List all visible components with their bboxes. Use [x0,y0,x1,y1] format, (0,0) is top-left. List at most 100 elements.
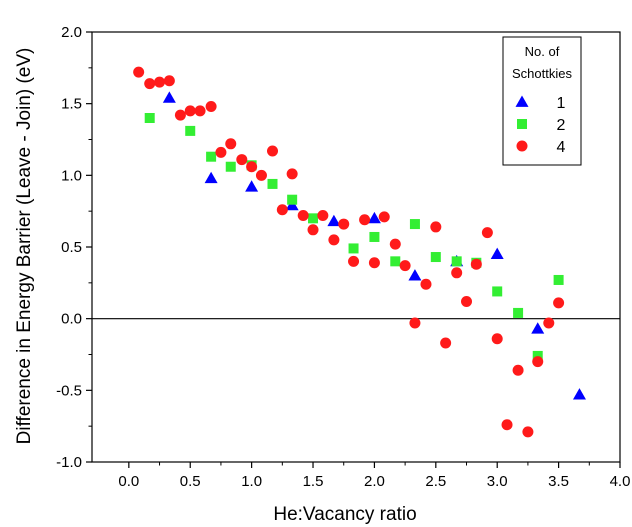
data-point [348,243,359,254]
data-point [246,161,258,173]
data-point [420,278,432,290]
data-point [204,171,218,184]
data-point [491,333,503,345]
data-point [368,257,380,269]
x-tick-label: 3.5 [548,473,569,490]
x-axis-title: He:Vacancy ratio [273,504,416,525]
data-point [144,78,156,90]
data-point [267,178,278,189]
data-point [367,211,381,224]
data-point [245,180,259,192]
data-point [184,105,196,117]
data-point [522,426,534,438]
data-point [543,317,555,329]
data-point [531,322,545,334]
y-tick-label: 1.5 [61,96,82,113]
data-point [163,75,175,87]
data-point [348,255,360,267]
data-point [215,146,227,158]
data-point [154,76,166,88]
y-tick-label: 1.0 [61,167,82,184]
data-point [440,337,452,349]
y-axis-title: Difference in Energy Barrier (Leave - Jo… [14,48,35,445]
y-tick-label: 2.0 [61,24,82,41]
data-point [451,256,462,267]
data-point [206,151,217,162]
data-point [408,269,422,281]
data-point [144,113,155,123]
data-point [162,91,176,103]
data-point [430,221,442,233]
data-point [194,105,206,117]
data-point [317,209,329,221]
data-point [553,297,565,309]
data-point [513,307,524,318]
data-point [297,209,309,221]
legend-box [502,36,582,166]
y-tick-label: 0.0 [61,311,82,328]
data-point [409,317,421,329]
series-4 [133,66,565,438]
legend-marker [517,119,527,129]
legend-label: 1 [557,95,566,112]
data-point [532,350,543,361]
x-tick-label: 4.0 [610,473,631,490]
data-point [236,154,248,166]
data-point [409,219,420,230]
x-tick-label: 1.0 [241,473,262,490]
data-point [267,145,279,157]
data-point [225,161,236,172]
x-tick-label: 2.0 [364,473,385,490]
data-point [532,356,544,368]
data-point [205,101,217,113]
data-point [572,388,586,400]
x-tick-label: 0.0 [118,473,139,490]
legend: No. of Schottkies 1 2 4 [502,36,582,166]
x-tick-label: 2.5 [425,473,446,490]
data-point [287,194,298,205]
data-point [185,125,196,136]
data-point [399,260,411,272]
data-point [461,295,473,307]
legend-title: Schottkies [512,66,572,81]
data-point [390,256,401,267]
data-point [133,66,145,78]
data-point [255,169,267,181]
data-point [389,238,401,250]
data-point [512,364,524,376]
x-tick-label: 1.5 [303,473,324,490]
data-point [359,214,371,226]
legend-marker [515,95,529,107]
data-point [430,252,441,263]
data-point [451,267,463,279]
data-point [501,419,513,431]
data-points [133,66,586,438]
legend-label: 4 [557,139,566,156]
data-point [276,204,288,216]
data-point [481,227,493,239]
y-tick-label: -1.0 [56,454,82,471]
series-2 [144,113,564,361]
x-tick-label: 3.0 [487,473,508,490]
data-point [286,168,298,180]
data-point [338,218,350,230]
y-tick-label: -0.5 [56,382,82,399]
data-point [225,138,237,150]
data-point [490,247,504,260]
legend-label: 2 [557,117,566,134]
data-point [174,109,186,121]
data-point [553,274,564,285]
data-point [307,224,319,236]
data-point [470,258,482,270]
data-point [378,211,390,223]
data-point [308,213,319,224]
legend-marker [516,140,528,152]
data-point [328,234,340,246]
data-point [327,214,341,227]
data-point [492,286,503,297]
legend-title: No. of [525,44,560,59]
y-tick-label: 0.5 [61,239,82,256]
axis-ticks: 0.0 0.5 1.0 1.5 2.0 2.5 3.0 3.5 4.0 -1.0 -0.5 0.0 0.… [56,24,630,490]
data-point [369,231,380,242]
